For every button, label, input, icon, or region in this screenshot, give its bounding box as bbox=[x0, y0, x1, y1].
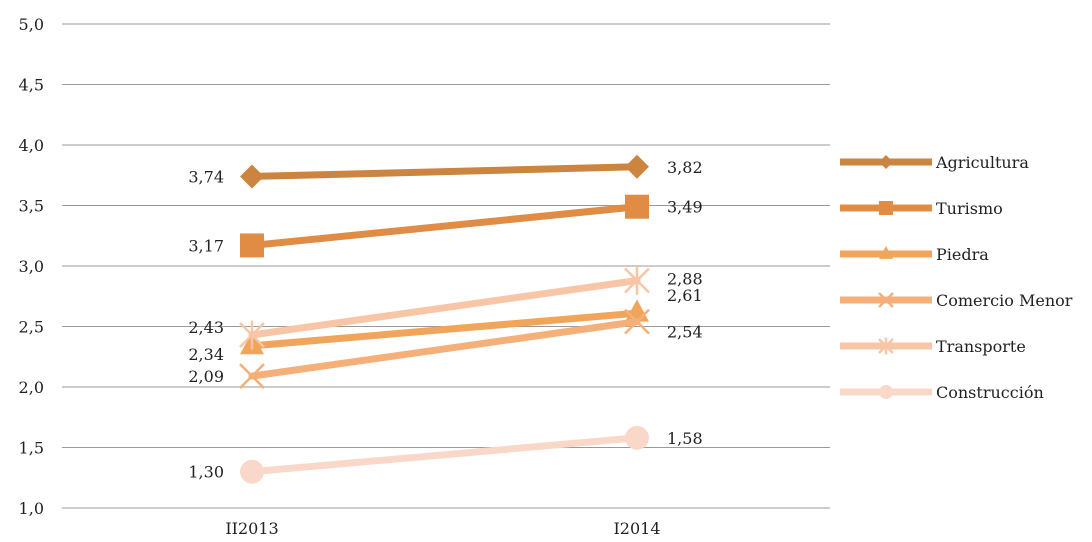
legend-marker bbox=[878, 292, 894, 308]
series-comercio-menor bbox=[239, 308, 650, 389]
legend-label: Comercio Menor bbox=[936, 291, 1073, 310]
series-line bbox=[248, 318, 641, 380]
gridlines bbox=[62, 23, 830, 509]
legend-marker bbox=[879, 155, 893, 169]
legend-item: Turismo bbox=[840, 199, 1003, 218]
data-label: 1,58 bbox=[667, 429, 703, 448]
legend-marker bbox=[879, 245, 893, 259]
data-point bbox=[625, 154, 649, 179]
data-point bbox=[625, 194, 649, 219]
series-construcción bbox=[240, 425, 649, 484]
series-agricultura bbox=[240, 154, 649, 189]
data-label: 3,74 bbox=[188, 167, 224, 186]
series-line bbox=[248, 309, 641, 350]
y-tick-label: 5,0 bbox=[19, 15, 44, 34]
y-tick-label: 3,0 bbox=[19, 257, 44, 276]
series-line bbox=[248, 277, 641, 339]
series-line bbox=[248, 163, 641, 180]
legend-label: Construcción bbox=[936, 383, 1044, 402]
data-label: 3,82 bbox=[667, 158, 703, 177]
series-line bbox=[248, 203, 641, 249]
y-tick-label: 4,0 bbox=[19, 136, 44, 155]
data-label: 2,43 bbox=[188, 318, 224, 337]
y-tick-label: 1,0 bbox=[19, 499, 44, 518]
legend-label: Piedra bbox=[936, 245, 989, 264]
data-label: 2,09 bbox=[188, 367, 224, 386]
series-transporte bbox=[239, 266, 650, 350]
data-point bbox=[239, 363, 265, 389]
data-point bbox=[624, 308, 650, 335]
legend-item: Transporte bbox=[840, 337, 1026, 356]
legend-marker bbox=[879, 201, 893, 215]
data-point bbox=[240, 233, 264, 258]
legend-item: Comercio Menor bbox=[840, 291, 1073, 310]
data-label: 1,30 bbox=[188, 463, 224, 482]
series-turismo bbox=[240, 194, 649, 258]
data-label: 2,54 bbox=[667, 323, 703, 342]
data-label: 2,88 bbox=[667, 270, 703, 289]
legend-marker bbox=[878, 337, 894, 355]
legend-item: Construcción bbox=[840, 383, 1044, 402]
data-labels: 3,74 3,82 3,17 3,49 2,34 2,61 2,09 2,54 2,43 2,88… bbox=[188, 158, 702, 482]
x-tick-label: I2014 bbox=[613, 519, 660, 538]
y-axis-tick-labels: 1,0 1,5 2,0 2,5 3,0 3,5 4,0 4,5 5,0 bbox=[19, 15, 44, 518]
legend-label: Turismo bbox=[936, 199, 1003, 218]
data-label: 2,61 bbox=[667, 286, 703, 305]
legend-item: Agricultura bbox=[840, 153, 1029, 172]
data-label: 3,17 bbox=[188, 236, 224, 255]
x-tick-label: II2013 bbox=[225, 519, 278, 538]
legend: Agricultura Turismo Piedra Comercio Menor Tr… bbox=[840, 153, 1073, 402]
y-tick-label: 4,5 bbox=[19, 76, 44, 95]
data-point bbox=[240, 459, 264, 484]
legend-label: Agricultura bbox=[935, 153, 1029, 172]
x-axis-tick-labels: II2013 I2014 bbox=[225, 519, 660, 538]
y-tick-label: 2,0 bbox=[19, 378, 44, 397]
data-point bbox=[625, 425, 649, 450]
data-label: 3,49 bbox=[667, 198, 703, 217]
data-label: 2,34 bbox=[188, 345, 224, 364]
legend-marker bbox=[879, 385, 893, 399]
legend-item: Piedra bbox=[840, 245, 989, 264]
data-point bbox=[624, 266, 650, 295]
data-point bbox=[239, 320, 265, 350]
y-tick-label: 2,5 bbox=[19, 318, 44, 337]
y-tick-label: 1,5 bbox=[19, 439, 44, 458]
series-line bbox=[248, 434, 641, 476]
legend-label: Transporte bbox=[936, 337, 1026, 356]
data-point bbox=[240, 164, 264, 189]
y-tick-label: 3,5 bbox=[19, 197, 44, 216]
series-lines bbox=[239, 154, 650, 484]
